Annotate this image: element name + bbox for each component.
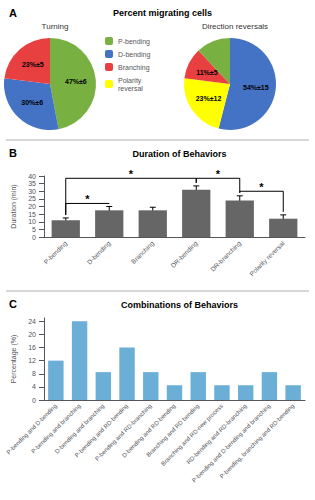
svg-text:Branching and RD-new process: Branching and RD-new process — [160, 402, 225, 467]
svg-text:reversal: reversal — [118, 85, 143, 92]
svg-text:*: * — [259, 181, 264, 193]
svg-text:D-bending and branching: D-bending and branching — [53, 402, 106, 455]
svg-text:23%±5: 23%±5 — [22, 61, 44, 68]
svg-text:B: B — [9, 147, 17, 159]
svg-text:Branching: Branching — [118, 64, 150, 72]
svg-text:P-bending, branching and RD-be: P-bending, branching and RD-bending — [219, 403, 295, 479]
svg-text:D-bending: D-bending — [86, 239, 113, 266]
svg-text:Percentage (%): Percentage (%) — [10, 335, 18, 384]
svg-text:D-bending: D-bending — [118, 51, 150, 59]
svg-text:P-bending: P-bending — [42, 239, 69, 266]
svg-text:10: 10 — [28, 218, 36, 225]
svg-text:Direction reversals: Direction reversals — [202, 22, 268, 31]
svg-text:11%±5: 11%±5 — [196, 69, 217, 76]
svg-text:20: 20 — [28, 203, 36, 210]
svg-text:Polarity reversal: Polarity reversal — [248, 240, 287, 279]
svg-text:*: * — [216, 168, 221, 180]
svg-text:0: 0 — [32, 234, 36, 241]
svg-text:DR-branching: DR-branching — [209, 239, 243, 273]
svg-text:Combinations of Behaviors: Combinations of Behaviors — [121, 300, 238, 310]
svg-text:D-bending and RD-bending: D-bending and RD-bending — [120, 402, 177, 459]
svg-text:RD-bending and RD-branching: RD-bending and RD-branching — [185, 402, 248, 466]
svg-text:Percent migrating cells: Percent migrating cells — [113, 8, 212, 18]
svg-text:20: 20 — [28, 331, 36, 338]
svg-text:*: * — [85, 193, 90, 205]
svg-text:C: C — [9, 298, 17, 310]
svg-text:54%±15: 54%±15 — [243, 84, 269, 91]
svg-text:24: 24 — [28, 318, 36, 325]
svg-text:12: 12 — [28, 357, 36, 364]
svg-text:30%±6: 30%±6 — [21, 99, 43, 106]
svg-text:40: 40 — [28, 173, 36, 180]
svg-text:25: 25 — [28, 195, 36, 202]
svg-text:P-bending and branching: P-bending and branching — [30, 403, 82, 455]
svg-text:Duration of Behaviors: Duration of Behaviors — [132, 149, 226, 159]
svg-text:5: 5 — [32, 226, 36, 233]
svg-text:P-bending and D-bending: P-bending and D-bending — [5, 402, 58, 456]
svg-text:P-bending and RD-bending: P-bending and RD-bending — [73, 402, 130, 459]
svg-text:Branching: Branching — [130, 239, 157, 266]
svg-text:4: 4 — [32, 383, 36, 390]
svg-text:30: 30 — [28, 188, 36, 195]
svg-text:8: 8 — [32, 370, 36, 377]
svg-text:16: 16 — [28, 344, 36, 351]
svg-text:15: 15 — [28, 211, 36, 218]
svg-text:23%±12: 23%±12 — [196, 95, 222, 102]
svg-text:P-bending and RD-branching: P-bending and RD-branching — [93, 402, 153, 462]
svg-text:Branching and RD bending: Branching and RD bending — [145, 402, 201, 458]
svg-text:35: 35 — [28, 180, 36, 187]
svg-text:DR-bending: DR-bending — [169, 239, 199, 269]
svg-text:Polarity: Polarity — [118, 77, 142, 85]
svg-text:P-bending and D-bending and br: P-bending and D-bending and branching — [191, 403, 271, 483]
svg-text:Turning: Turning — [42, 22, 69, 31]
svg-text:0: 0 — [32, 397, 36, 404]
svg-text:47%±6: 47%±6 — [65, 78, 87, 85]
svg-text:Duration (min): Duration (min) — [10, 184, 18, 228]
svg-text:*: * — [129, 168, 134, 180]
svg-text:P-bending: P-bending — [118, 38, 150, 46]
svg-text:A: A — [9, 7, 17, 19]
